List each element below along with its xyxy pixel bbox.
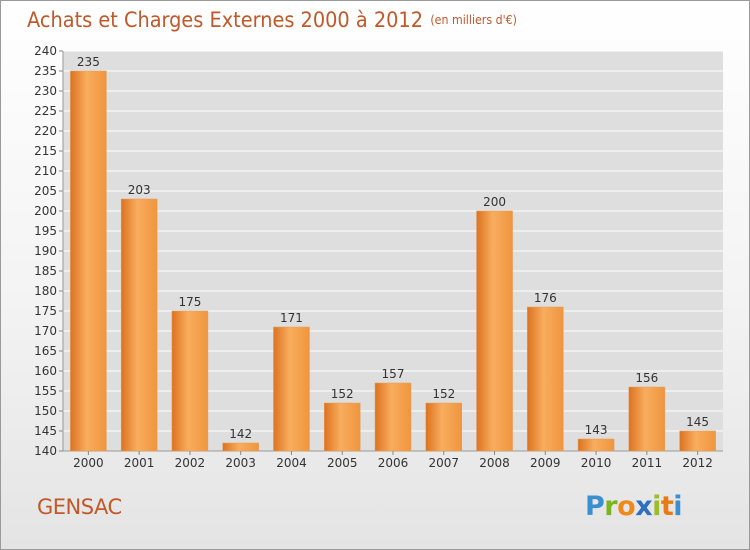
bar-2009 xyxy=(527,306,564,452)
logo-letter: P xyxy=(585,491,605,522)
y-tick-label: 145 xyxy=(34,424,57,438)
y-tick-label: 230 xyxy=(34,84,57,98)
bar-value-label: 152 xyxy=(432,387,455,401)
bar-2004 xyxy=(273,326,310,452)
bar-value-label: 152 xyxy=(331,387,354,401)
y-tick-label: 160 xyxy=(34,364,57,378)
bar-2005 xyxy=(323,402,361,452)
chart-subtitle: (en milliers d'€) xyxy=(430,13,517,27)
y-tick-label: 240 xyxy=(34,44,57,58)
bar-2010 xyxy=(577,438,615,452)
logo-letter: i xyxy=(673,491,683,522)
y-tick-label: 235 xyxy=(34,64,57,78)
y-tick-label: 215 xyxy=(34,144,57,158)
bar-value-label: 200 xyxy=(483,195,506,209)
x-tick-label: 2006 xyxy=(378,456,409,470)
bar-value-label: 235 xyxy=(77,55,100,69)
y-tick-label: 140 xyxy=(34,444,57,458)
commune-name: GENSAC xyxy=(37,495,122,519)
chart-title-text: Achats et Charges Externes 2000 à 2012 xyxy=(27,8,424,32)
x-tick-label: 2011 xyxy=(632,456,663,470)
bar-value-label: 143 xyxy=(585,423,608,437)
x-tick-label: 2001 xyxy=(124,456,155,470)
x-tick-label: 2009 xyxy=(530,456,561,470)
x-tick-label: 2008 xyxy=(479,456,510,470)
bar-2012 xyxy=(679,430,716,452)
bar-2002 xyxy=(171,310,209,452)
y-tick-label: 175 xyxy=(34,304,57,318)
x-tick-label: 2000 xyxy=(73,456,104,470)
proxiti-logo: Proxiti xyxy=(585,491,683,522)
logo-letter: r xyxy=(604,491,618,522)
x-tick-label: 2012 xyxy=(682,456,713,470)
bar-2011 xyxy=(628,386,666,452)
logo-letter: t xyxy=(660,491,674,522)
y-tick-label: 205 xyxy=(34,184,57,198)
x-tick-label: 2005 xyxy=(327,456,358,470)
bar-value-label: 142 xyxy=(229,427,252,441)
bar-2003 xyxy=(222,442,259,452)
y-tick-label: 225 xyxy=(34,104,57,118)
bar-2008 xyxy=(476,210,513,452)
bar-value-label: 156 xyxy=(635,371,658,385)
y-tick-label: 210 xyxy=(34,164,57,178)
logo-letter: i xyxy=(652,491,661,522)
y-tick-label: 195 xyxy=(34,224,57,238)
x-tick-label: 2003 xyxy=(225,456,256,470)
bar-2006 xyxy=(374,382,412,452)
logo-letter: o xyxy=(617,491,636,522)
bar-2007 xyxy=(425,402,463,452)
bar-value-label: 145 xyxy=(686,415,709,429)
x-tick-label: 2007 xyxy=(428,456,459,470)
y-tick-label: 155 xyxy=(34,384,57,398)
y-tick-label: 185 xyxy=(34,264,57,278)
y-tick-label: 165 xyxy=(34,344,57,358)
bar-value-label: 176 xyxy=(534,291,557,305)
y-tick-label: 220 xyxy=(34,124,57,138)
bar-2001 xyxy=(120,198,158,452)
logo-letter: x xyxy=(635,491,653,522)
bar-value-label: 171 xyxy=(280,311,303,325)
y-tick-label: 150 xyxy=(34,404,57,418)
x-tick-label: 2004 xyxy=(276,456,307,470)
bar-value-label: 203 xyxy=(128,183,151,197)
bar-2000 xyxy=(70,70,107,452)
y-tick-label: 200 xyxy=(34,204,57,218)
bar-value-label: 157 xyxy=(382,367,405,381)
x-tick-label: 2002 xyxy=(175,456,206,470)
x-tick-label: 2010 xyxy=(581,456,612,470)
chart-title: Achats et Charges Externes 2000 à 2012 (e… xyxy=(27,8,517,32)
y-tick-label: 170 xyxy=(34,324,57,338)
y-tick-label: 180 xyxy=(34,284,57,298)
y-tick-label: 190 xyxy=(34,244,57,258)
bar-value-label: 175 xyxy=(178,295,201,309)
